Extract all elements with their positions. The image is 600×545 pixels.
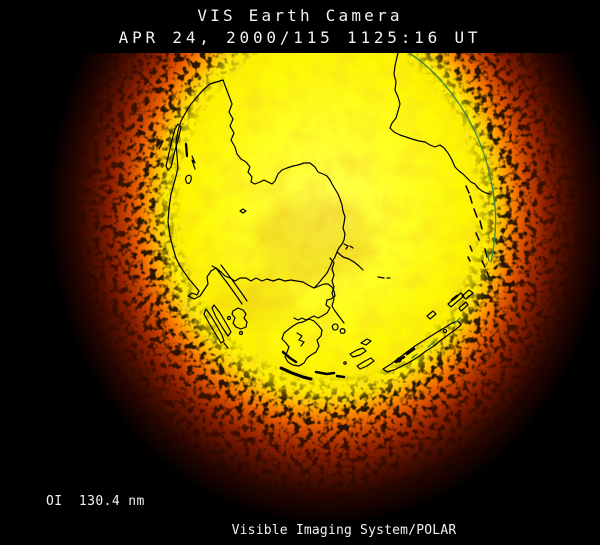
coast-dashes-bottom-2 (314, 370, 346, 379)
island-large-heavy (281, 350, 298, 364)
coast-fork-southeast (336, 251, 364, 271)
islet-pair-south (331, 323, 346, 334)
islands-above-arc (426, 289, 474, 320)
coastline-south-shore (211, 265, 315, 289)
coastline-overlay (158, 53, 491, 381)
terminator-overlay (407, 53, 497, 359)
coastline-east-limb (389, 53, 491, 195)
mark-oval-nw (184, 174, 192, 185)
credit-block: Visible Imaging System/POLAR The Univers… (208, 491, 480, 545)
island-slivers-sw (203, 304, 232, 349)
coastline-south-vertical (329, 257, 345, 324)
islet-4 (396, 357, 402, 363)
islands-east-edge (465, 185, 490, 278)
island-boot (231, 307, 248, 330)
islet-3 (343, 361, 347, 365)
islands-bottom-right (349, 338, 375, 370)
island-arc-se (382, 320, 462, 373)
island-large-inner (296, 332, 305, 347)
islet-5 (442, 328, 448, 334)
halo-speckle-noise (63, 53, 593, 511)
coastline-west-limb (167, 79, 224, 300)
coastline-main-continent (222, 79, 346, 289)
mark-arrow-nw (191, 155, 196, 170)
timestamp: APR 24, 2000/115 1125:16 UT (118, 28, 482, 47)
page-title: VIS Earth Camera (197, 6, 403, 25)
coast-dashes-bottom (279, 366, 313, 381)
islet-squiggle-center (239, 208, 247, 214)
tick-marks-center (343, 243, 354, 250)
terminator-fragments (411, 251, 490, 359)
dash-pair-center (377, 276, 391, 279)
coastline-strait (215, 264, 248, 305)
terminator-line (407, 53, 497, 263)
camera-data-region (48, 53, 600, 525)
islands-above-arc-heavy (450, 294, 459, 302)
credit-line-1: Visible Imaging System/POLAR (231, 523, 457, 538)
islet-2 (226, 315, 232, 321)
island-sliver-nw (158, 123, 182, 171)
mark-bar-nw (184, 142, 189, 158)
island-large-south (281, 318, 323, 367)
wavelength-label: OI 130.4 nm (46, 494, 145, 509)
islet-1 (238, 330, 244, 336)
